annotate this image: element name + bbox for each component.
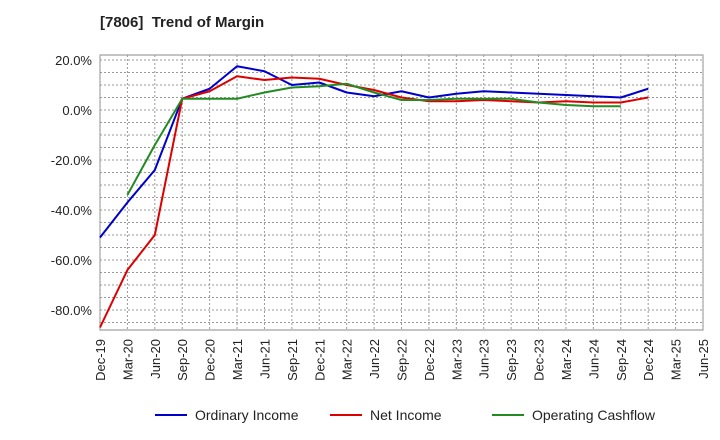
y-tick-label: -60.0%: [51, 253, 93, 268]
x-tick-label: Sep-21: [285, 339, 300, 381]
series-line: [99, 75, 649, 328]
x-tick-label: Mar-23: [449, 339, 464, 380]
x-tick-label: Mar-25: [669, 339, 684, 380]
x-tick-label: Sep-23: [504, 339, 519, 381]
x-tick-label: Jun-25: [696, 339, 711, 379]
legend-label: Ordinary Income: [195, 407, 299, 423]
x-tick-label: Dec-22: [422, 339, 437, 381]
series-line: [126, 82, 621, 196]
y-tick-label: -40.0%: [51, 203, 93, 218]
y-tick-label: 0.0%: [62, 103, 92, 118]
x-tick-label: Sep-24: [614, 339, 629, 381]
x-tick-label: Mar-24: [559, 339, 574, 380]
y-tick-label: 20.0%: [55, 53, 92, 68]
x-tick-label: Mar-20: [120, 339, 135, 380]
series-layer: [99, 65, 649, 328]
x-tick-label: Dec-21: [312, 339, 327, 381]
x-tick-label: Sep-20: [175, 339, 190, 381]
series-group: [126, 82, 621, 196]
chart-title: [7806] Trend of Margin: [100, 14, 265, 31]
x-tick-label: Jun-23: [477, 339, 492, 379]
legend: Ordinary Income Net Income Operating Cashf…: [155, 407, 656, 423]
x-tick-label: Sep-22: [395, 339, 410, 381]
x-tick-label: Mar-21: [230, 339, 245, 380]
legend-label: Operating Cashflow: [532, 407, 656, 423]
x-tick-label: Dec-24: [641, 339, 656, 381]
legend-label: Net Income: [370, 407, 442, 423]
x-tick-label: Mar-22: [340, 339, 355, 380]
x-tick-label: Jun-20: [148, 339, 163, 379]
axis-layer: Dec-19 Mar-20 Jun-20 Sep-20 Dec-20 Mar-21 Jun-…: [51, 53, 711, 381]
x-tick-label: Jun-22: [367, 339, 382, 379]
x-tick-label: Dec-19: [93, 339, 108, 381]
y-tick-label: -80.0%: [51, 303, 93, 318]
x-tick-label: Dec-23: [532, 339, 547, 381]
x-tick-label: Jun-21: [257, 339, 272, 379]
x-tick-label: Jun-24: [586, 339, 601, 379]
series-group: [99, 75, 649, 328]
y-tick-label: -20.0%: [51, 153, 93, 168]
x-tick-label: Dec-20: [203, 339, 218, 381]
